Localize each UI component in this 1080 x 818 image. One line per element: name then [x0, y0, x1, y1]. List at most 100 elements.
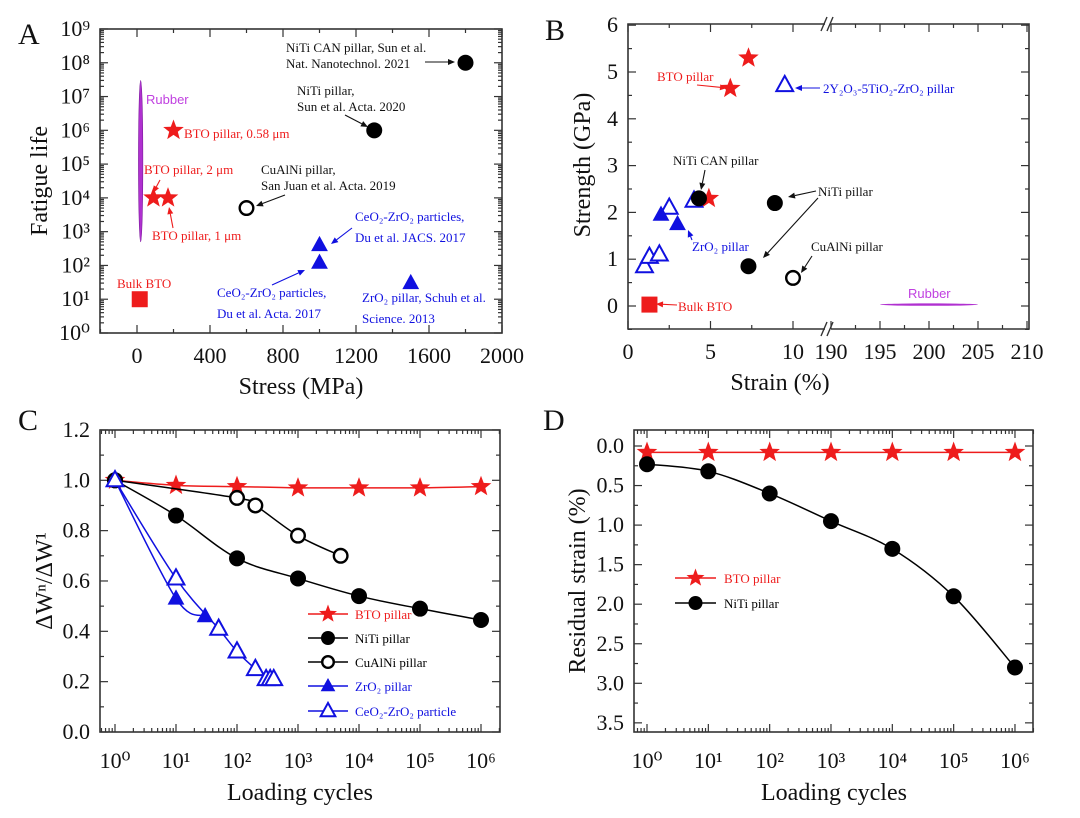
data-point: [634, 254, 655, 274]
y-tick-label: 10⁵: [60, 151, 90, 176]
y-tick-label: 3: [607, 153, 618, 178]
data-point: [131, 291, 148, 308]
x-tick-label: 10²: [755, 748, 784, 773]
series-2: [157, 187, 179, 207]
axes-frame: [99, 28, 503, 334]
data-point: [167, 589, 185, 605]
data-point: [351, 588, 367, 605]
data-point: [287, 477, 309, 497]
x-tick-label: 5: [705, 339, 716, 364]
plot-area-d: 10⁰ 10¹ 10² 10³ 10⁴ 10⁵ 10⁶ 0.0 0.5 1.0 1.5 2.0 2.5 3…: [597, 429, 1035, 773]
data-point: [348, 477, 370, 497]
y-tick-label: 2.5: [597, 631, 625, 656]
legend-label: CeO₂-ZrO₂ particle: [355, 704, 456, 719]
y-tick-label: 2: [607, 199, 618, 224]
y-tick-label: 10⁰: [59, 320, 90, 345]
x-tick-label: 195: [864, 339, 897, 364]
rubber-region: [138, 80, 144, 243]
x-tick-label: 10⁶: [1000, 748, 1030, 773]
x-tick-label: 10⁴: [877, 748, 907, 773]
annotation-text: Rubber: [908, 286, 951, 301]
x-tick-label: 0: [623, 339, 634, 364]
panel-letter-c: C: [18, 404, 38, 437]
annotation-text: BTO pillar, 2 μm: [144, 162, 233, 177]
annotation-text: Du et al. Acta. 2017: [217, 306, 321, 321]
series-5: [366, 122, 383, 139]
data-point: [311, 235, 328, 252]
panel-c: C Loading cycles ΔWⁿ/ΔW¹: [18, 404, 373, 806]
data-point: [226, 640, 248, 659]
data-point: [636, 441, 658, 462]
series-5: [690, 190, 707, 207]
x-tick-label: 10³: [817, 748, 846, 773]
panel-d: D Loading cycles Residual strain (%): [543, 404, 907, 806]
data-point: [700, 463, 717, 480]
data-point: [720, 77, 741, 98]
data-point: [698, 187, 720, 208]
data-point: [649, 243, 670, 262]
axis-break-icon: [820, 321, 834, 337]
legend-label: BTO pillar: [355, 607, 412, 622]
plot-area-b: 0 5 10 190 195 200 205 210 0 1 2 3 4 5 6: [607, 12, 1044, 364]
series-8: [311, 253, 328, 269]
annotation-text: NiTi CAN pillar: [673, 153, 759, 168]
y-tick-label: 3.0: [597, 670, 625, 695]
legend-label: NiTi pillar: [355, 631, 410, 646]
y-axis-label-b: Strength (GPa): [570, 93, 596, 238]
series-6: [740, 195, 783, 275]
y-tick-label: 0.2: [63, 669, 91, 694]
data-point: [1006, 659, 1023, 676]
y-axis-label-c: ΔWⁿ/ΔW¹: [32, 532, 58, 630]
series-line: [114, 479, 482, 621]
y-tick-label: 0.5: [597, 473, 625, 498]
arrow-icon: [167, 207, 174, 229]
annotation-text: CeO₂-ZrO₂ particles,: [217, 285, 326, 300]
arrow-icon: [425, 59, 455, 65]
data-point: [945, 588, 962, 605]
data-point: [165, 474, 187, 495]
data-point: [669, 214, 686, 231]
annotation-text: CeO₂-ZrO₂ particles,: [355, 209, 464, 224]
data-point: [470, 475, 492, 496]
annotation-text: BTO pillar, 1 μm: [152, 228, 241, 243]
arrow-icon: [331, 227, 353, 244]
data-point: [412, 600, 428, 617]
y-tick-label: 10⁷: [60, 84, 90, 109]
annotations: NiTi CAN pillar, Sun et al.Nat. Nanotech…: [117, 40, 955, 326]
series-line: [114, 479, 341, 557]
y-tick-label: 10⁴: [60, 185, 90, 210]
y-tick-label: 10³: [61, 219, 90, 244]
series-4: [104, 469, 284, 687]
y-tick-label: 1.0: [597, 512, 625, 537]
y-tick-label: 0.4: [63, 618, 91, 643]
y-tick-label: 10¹: [61, 286, 90, 311]
legend-marker: [686, 568, 705, 586]
x-tick-label: 10¹: [694, 748, 723, 773]
data-point: [226, 475, 248, 496]
series-1: [143, 187, 164, 207]
data-point: [366, 122, 383, 139]
y-tick-label: 10⁸: [60, 50, 90, 75]
y-tick-label: 1.5: [597, 552, 625, 577]
arrow-icon: [656, 301, 678, 308]
data-point: [208, 617, 229, 636]
annotation-text: NiTi CAN pillar, Sun et al.: [286, 40, 426, 55]
x-tick-label: 190: [815, 339, 848, 364]
y-tick-label: 6: [607, 12, 618, 37]
y-tick-label: 0.0: [597, 433, 625, 458]
x-tick-label: 10⁰: [632, 748, 663, 773]
data-point: [247, 497, 264, 514]
x-tick-label: 1200: [334, 343, 378, 368]
data-point: [473, 611, 489, 628]
data-point: [698, 441, 719, 462]
series-0: [104, 469, 492, 497]
axes-frame: [627, 23, 1030, 330]
annotation-text: Bulk BTO: [117, 276, 171, 291]
annotation-text: ZrO₂ pillar, Schuh et al.: [362, 290, 486, 305]
data-point: [943, 441, 964, 462]
data-point: [290, 527, 307, 544]
y-tick-label: 10²: [61, 252, 90, 277]
y-tick-label: 10⁹: [60, 16, 90, 41]
series-3: [634, 189, 705, 274]
x-tick-label: 10⁶: [466, 748, 496, 773]
